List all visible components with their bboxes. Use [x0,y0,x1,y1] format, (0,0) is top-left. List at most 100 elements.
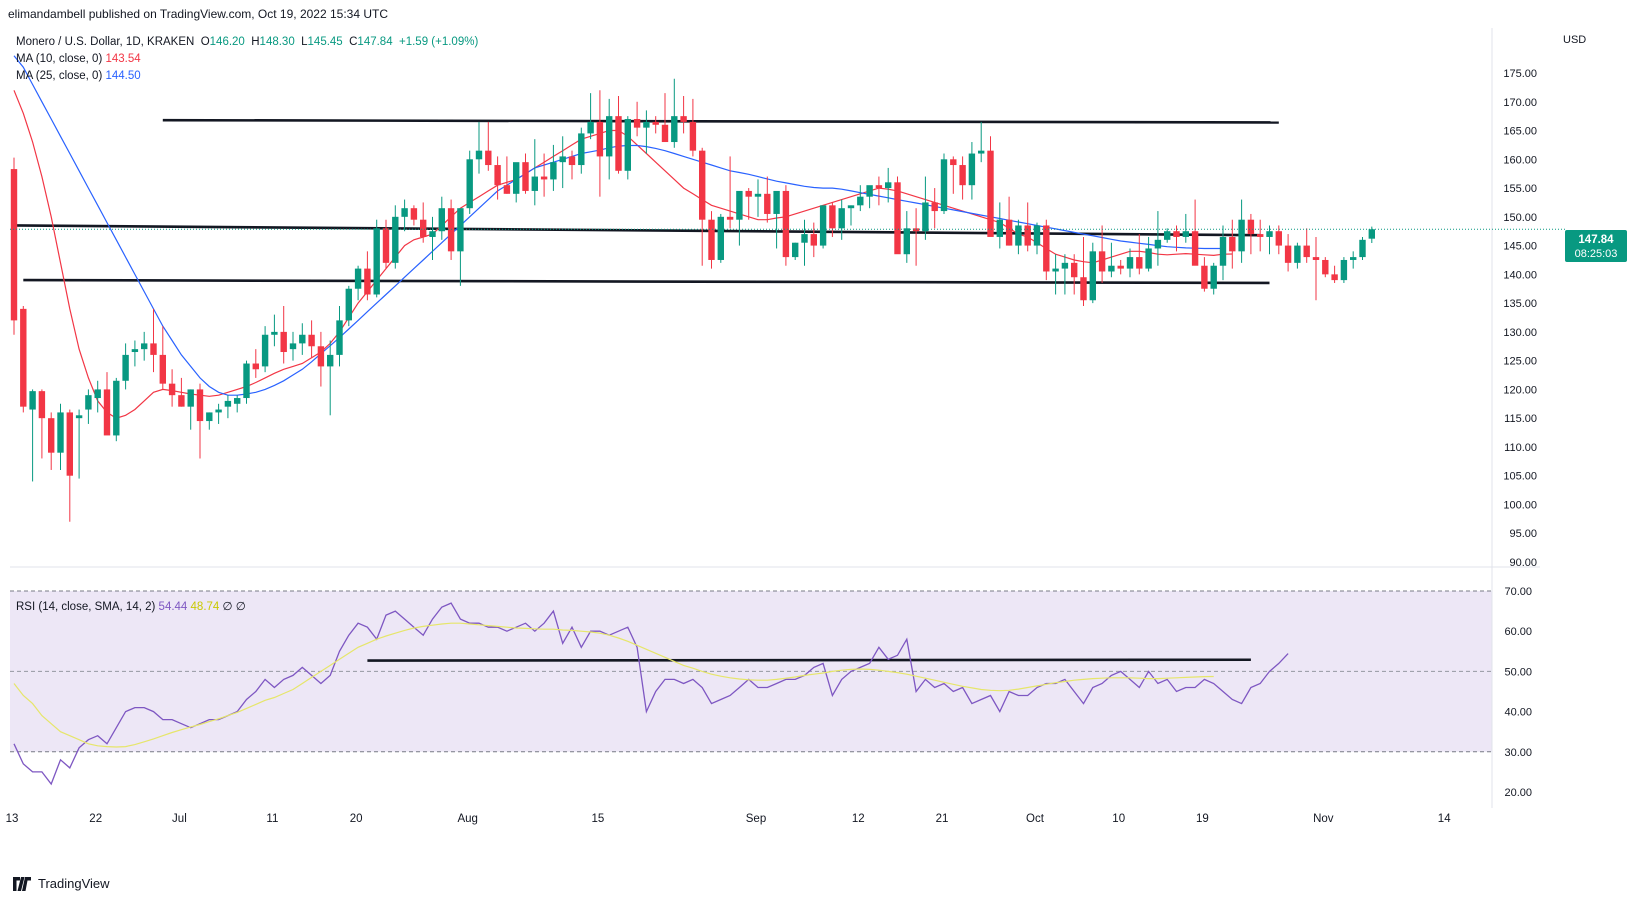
candle-body [382,228,390,263]
candle-body [792,242,799,258]
time-tick-label: 22 [89,813,102,825]
candle-body [615,116,622,171]
candle-body [475,150,483,160]
rsi-label: RSI (14, close, SMA, 14, 2) [16,601,156,613]
candle-body [234,398,241,404]
candle-body [968,153,976,186]
candle-body [950,159,957,166]
chart-legend: Monero / U.S. Dollar, 1D, KRAKEN O146.20… [16,34,478,85]
price-tick-label: 135.00 [1503,298,1537,310]
price-axis[interactable]: 175.00 170.00 165.00 160.00 155.00 150.00 145.… [1503,68,1537,569]
candle-body [187,389,194,407]
time-tick-label: Aug [457,813,477,825]
rsi-sma-line [13,622,1214,748]
price-tick-label: 100.00 [1503,499,1537,511]
candle-body [29,391,36,410]
time-tick-label: Jul [172,813,187,825]
candle-body [531,176,538,191]
candle-body [1284,245,1292,263]
candle-body [1257,234,1264,237]
candle-body [587,121,594,134]
candle-body [364,268,371,295]
close-value: 147.84 [357,36,393,48]
price-trendline [23,278,1270,285]
time-tick-label: Nov [1313,813,1334,825]
candle-body [978,150,985,154]
candle-body [1108,265,1115,272]
candle-body [420,219,427,237]
candle-body [987,150,994,237]
symbol-label: Monero / U.S. Dollar, 1D, KRAKEN [16,36,195,48]
candle-body [559,156,566,163]
rsi-legend: RSI (14, close, SMA, 14, 2) 54.44 48.74 … [16,599,246,613]
candle-body [280,331,287,353]
candle-body [819,205,827,246]
candle-body [847,205,855,209]
candle-body [122,354,129,381]
time-tick-label: 19 [1196,813,1209,825]
candle-body [624,119,631,171]
candle-body [131,349,139,353]
time-axis[interactable]: 13 22 Jul 11 20 Aug 15 Sep 12 21 Oct 10 19 Nov 14 [6,813,1452,825]
candle-body [671,116,678,143]
candle-body [485,150,492,166]
candle-body [726,216,734,220]
rsi-value: 54.44 [158,601,188,613]
candle-body [410,208,418,220]
candle-body [10,169,18,321]
publisher-header: elimandambell published on TradingView.c… [8,7,388,21]
candle-body [1015,225,1022,246]
candle-body [168,383,176,396]
ma25-value: 144.50 [105,70,141,82]
time-tick-label: 21 [936,813,949,825]
candle-body [261,334,269,367]
candle-body [773,190,780,214]
candle-body [196,389,204,422]
candle-body [931,202,938,212]
candle-body [633,119,641,128]
candle-body [522,162,529,191]
price-pane[interactable] [10,28,1492,565]
low-label: L [301,36,308,48]
candle-body [206,412,213,422]
candle-body [308,334,315,347]
brand-name: TradingView [38,876,110,891]
price-tick-label: 115.00 [1504,413,1537,425]
candle-body [754,193,762,197]
price-tick-label: 90.00 [1509,557,1537,569]
candle-body [885,182,892,189]
symbol-row: Monero / U.S. Dollar, 1D, KRAKEN O146.20… [16,34,478,51]
candle-body [438,208,445,232]
candle-body [1098,251,1106,272]
time-tick-label: 12 [852,813,865,825]
price-tick-label: 150.00 [1503,212,1537,224]
tradingview-logo-icon [13,876,31,891]
price-tick-label: 105.00 [1503,471,1537,483]
price-tick-label: 140.00 [1503,269,1537,281]
candle-body [1024,225,1031,246]
candle-body [578,133,585,166]
candle-body [699,150,706,220]
footer-brand: TradingView [12,876,110,891]
ma25-label: MA (25, close, 0) [16,70,103,82]
price-tick-label: 95.00 [1509,528,1537,540]
candle-body [85,395,92,410]
time-tick-label: 20 [350,813,363,825]
price-tick-label: 160.00 [1503,154,1537,166]
candle-body [550,162,557,180]
candle-body [345,288,352,321]
rsi-pane[interactable] [10,28,1540,808]
candle-body [736,190,743,220]
candle-body [782,190,790,258]
candle-body [1266,231,1273,237]
rsi-axis[interactable]: 70.00 60.00 50.00 40.00 30.00 20.00 [1504,586,1532,799]
price-tick-label: 125.00 [1503,356,1537,368]
candle-body [540,176,548,180]
candle-body [289,343,297,350]
price-tick-label: 165.00 [1503,126,1537,138]
candle-body [1247,219,1255,235]
ma10-row: MA (10, close, 0) 143.54 [16,51,478,68]
trendlines[interactable] [13,118,1279,662]
candle-body [252,363,259,370]
